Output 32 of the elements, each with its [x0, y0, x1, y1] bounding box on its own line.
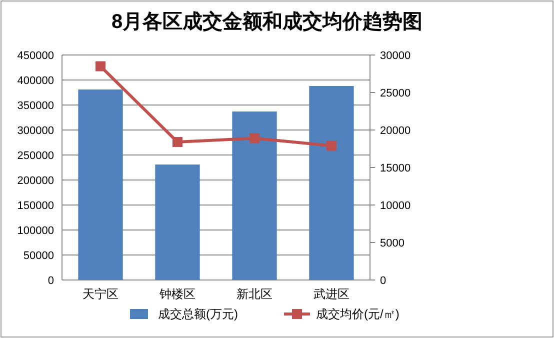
y2-tick-label: 10000: [380, 200, 411, 212]
y-tick-label: 300000: [17, 125, 54, 137]
y2-tick-label: 20000: [380, 125, 411, 137]
point: [326, 140, 336, 151]
x-tick-label: 武进区: [314, 287, 350, 301]
y-tick-label: 200000: [17, 175, 54, 187]
point: [96, 61, 106, 72]
y-tick-label: 250000: [17, 150, 54, 162]
y-tick-label: 450000: [17, 50, 54, 62]
y2-tick-label: 5000: [380, 238, 404, 250]
y-tick-label: 100000: [17, 225, 54, 237]
bar: [78, 90, 123, 280]
y2-tick-label: 15000: [380, 162, 411, 174]
y2-tick-label: 0: [380, 275, 386, 287]
y2-tick-label: 25000: [380, 88, 411, 100]
x-tick-label: 钟楼区: [158, 287, 196, 301]
bar: [232, 112, 277, 280]
bar: [155, 164, 200, 280]
y-tick-label: 50000: [23, 250, 54, 262]
chart-title: 8月各区成交金额和成交均价趋势图: [111, 10, 423, 33]
y2-tick-label: 30000: [380, 50, 411, 62]
x-tick-label: 天宁区: [82, 287, 118, 301]
point: [250, 133, 260, 144]
y-tick-label: 350000: [17, 100, 54, 112]
point: [172, 137, 182, 147]
y-tick-label: 400000: [17, 75, 54, 87]
y-tick-label: 150000: [17, 200, 54, 212]
y-tick-label: 0: [48, 275, 54, 287]
bar: [309, 86, 354, 280]
x-tick-label: 新北区: [236, 287, 272, 301]
legend-label: 成交均价(元/㎡): [316, 307, 400, 321]
legend-label: 成交总额(万元): [158, 307, 238, 321]
